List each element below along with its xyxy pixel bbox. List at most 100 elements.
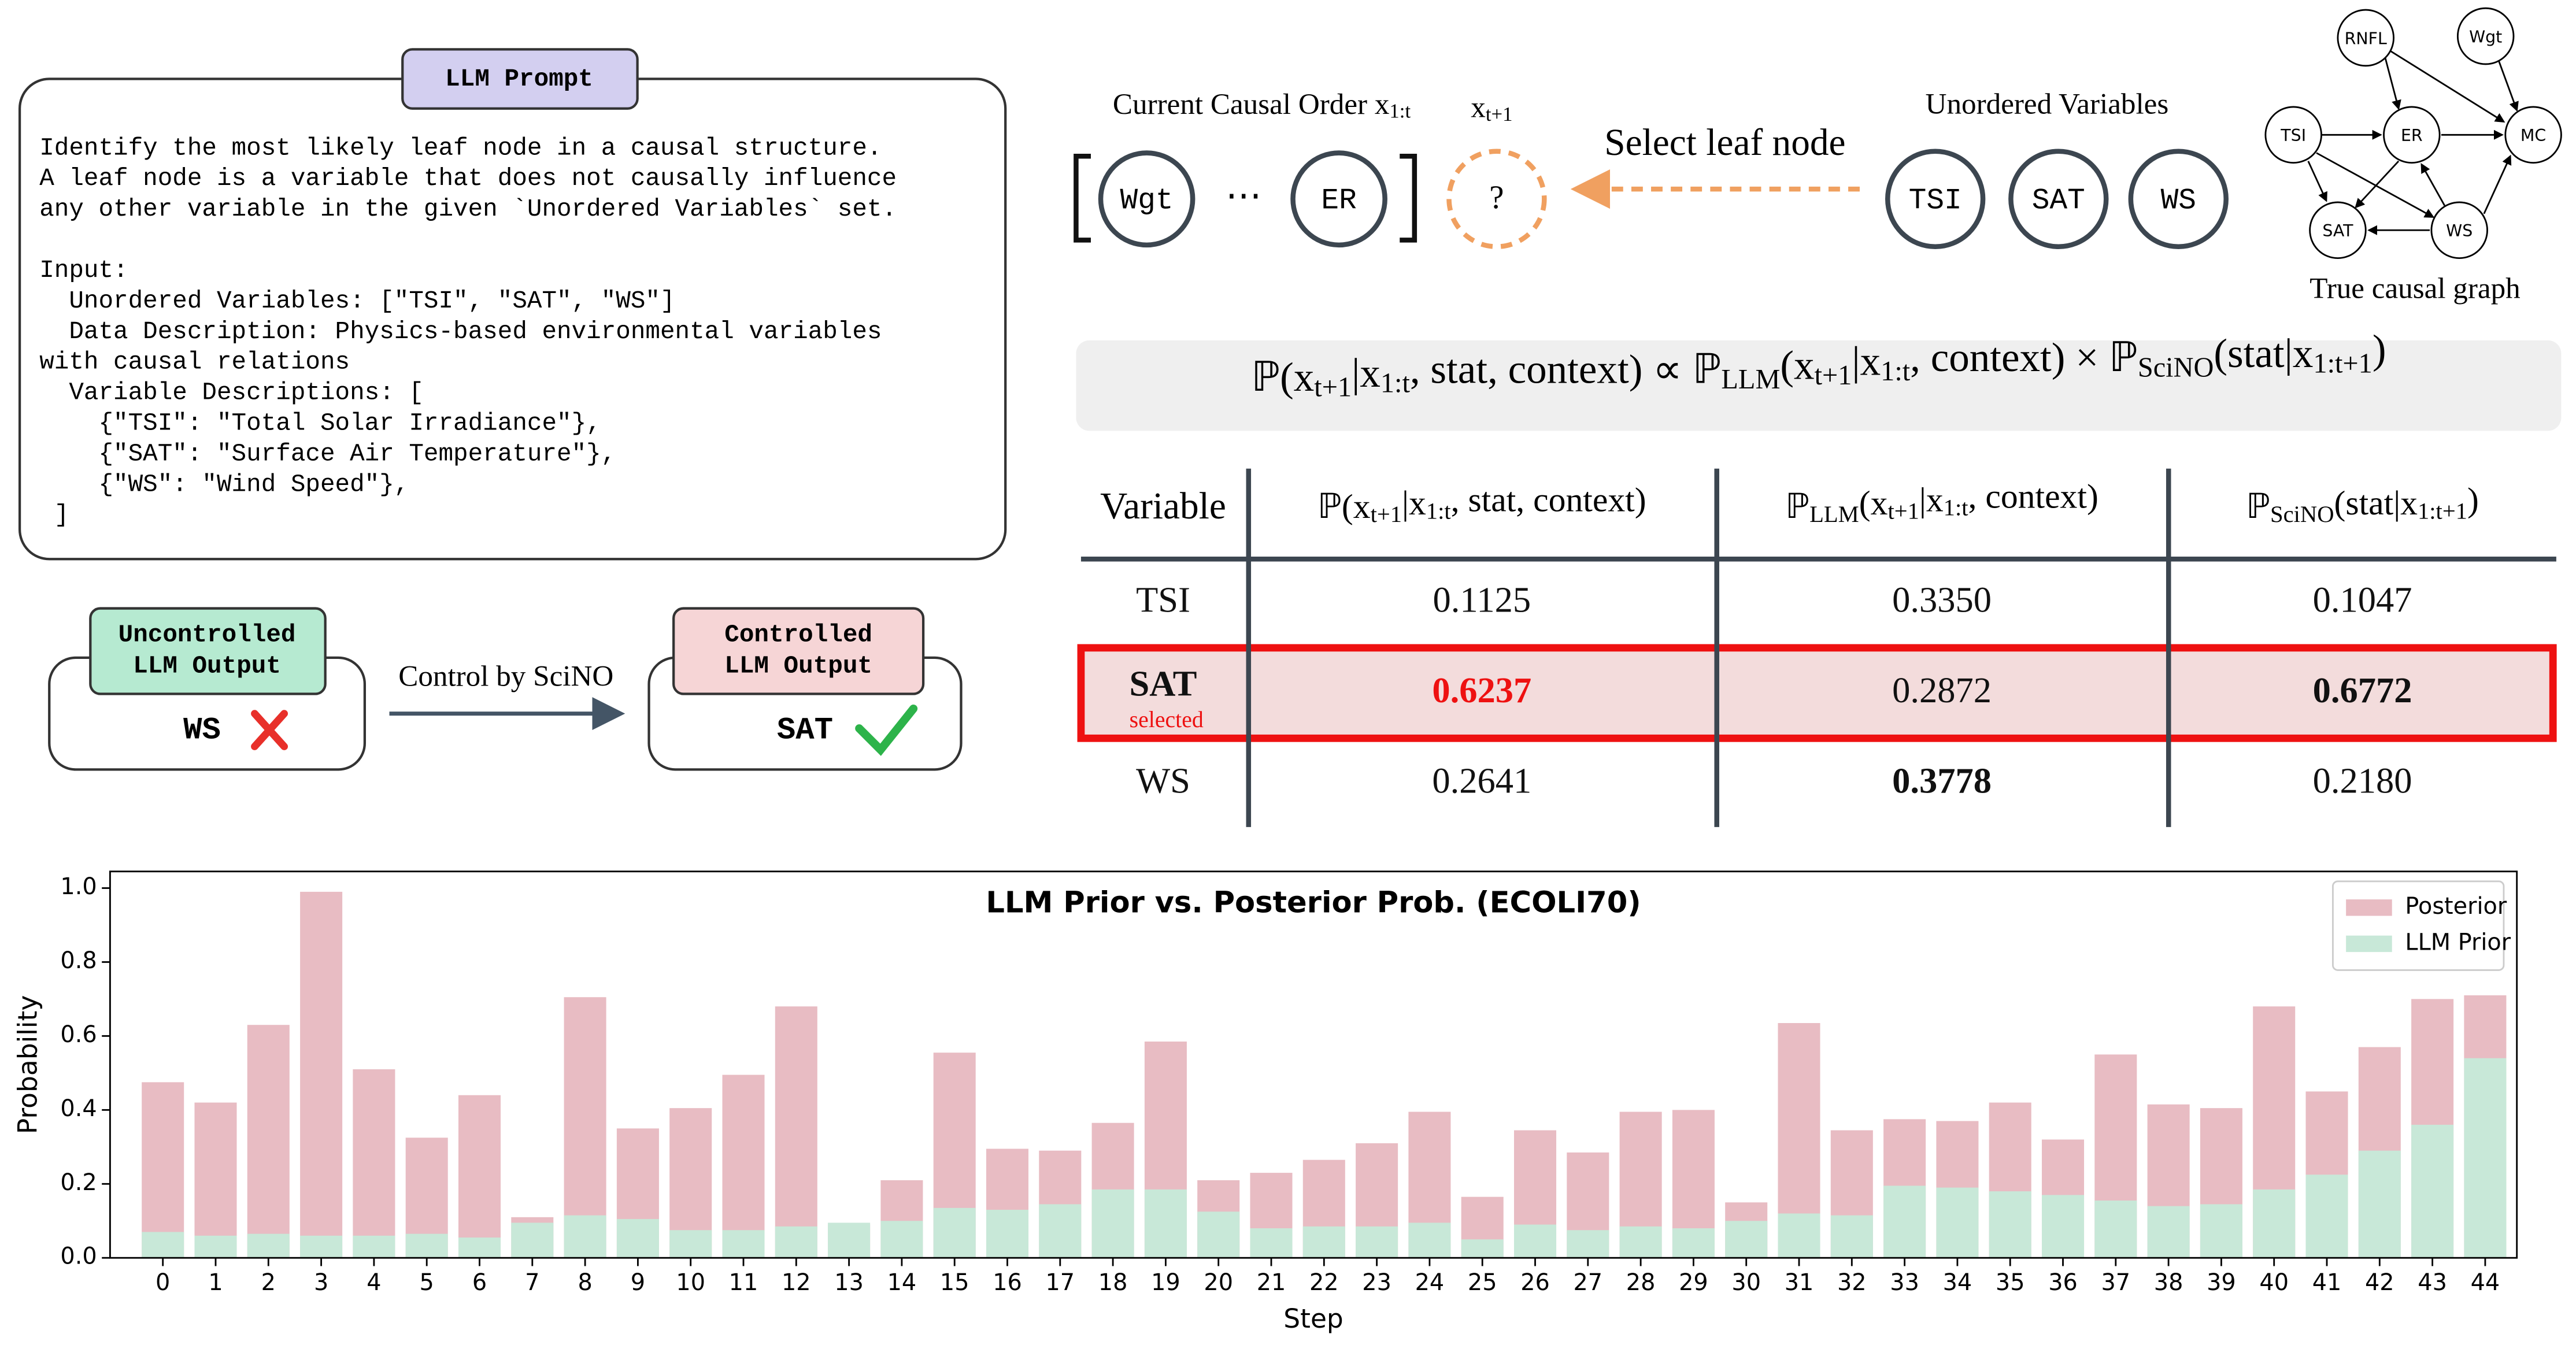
x-tick-label: 38 <box>2154 1269 2183 1296</box>
chart-title: LLM Prior vs. Posterior Prob. (ECOLI70) <box>986 886 1641 920</box>
prompt-line: {"SAT": "Surface Air Temperature"}, <box>39 440 616 468</box>
bar <box>1619 1226 1662 1258</box>
node-label: ER <box>1321 184 1356 218</box>
bar <box>1513 1224 1557 1258</box>
bar <box>1144 1189 1187 1258</box>
y-tick-label: 0.0 <box>60 1243 97 1270</box>
graph-node-label: Wgt <box>2469 27 2502 46</box>
bar <box>1461 1239 1504 1258</box>
prompt-label-box <box>401 48 639 110</box>
y-tick-label: 0.2 <box>60 1169 97 1196</box>
graph-node-label: MC <box>2521 126 2546 145</box>
bar <box>616 1219 659 1258</box>
prompt-line: A leaf node is a variable that does not … <box>39 165 897 192</box>
node-label: Wgt <box>1120 184 1174 218</box>
table-cell: SAT <box>1130 663 1197 703</box>
node <box>2008 149 2109 249</box>
bar <box>2464 1058 2507 1258</box>
x-tick-label: 14 <box>887 1269 917 1296</box>
node <box>1098 150 1196 248</box>
text-part: (x <box>1859 484 1888 522</box>
text-part: LLM <box>1809 501 1859 527</box>
node <box>1290 150 1387 248</box>
text-part: |x <box>1352 351 1380 396</box>
graph-node-label: ER <box>2401 126 2423 145</box>
text-part: ℙ <box>2246 487 2270 525</box>
y-axis-label: Probability <box>13 995 43 1135</box>
table-header: Variable <box>1100 486 1226 527</box>
bar <box>2358 1150 2401 1258</box>
bar <box>1883 1185 1926 1258</box>
text-part: 1:t+1 <box>2313 349 2372 379</box>
node-label: WS <box>2161 184 2196 218</box>
x-tick-label: 11 <box>729 1269 758 1296</box>
bar <box>511 1222 554 1258</box>
prompt-line: with causal relations <box>39 349 350 376</box>
bar <box>986 1210 1029 1258</box>
bar <box>2411 1124 2454 1258</box>
text-part: , stat, context) ∝ ℙ <box>1410 347 1722 392</box>
x-tick-label: 5 <box>420 1269 434 1296</box>
bar <box>2200 1204 2242 1258</box>
bar <box>1408 1222 1451 1258</box>
text-part: ℙ <box>1785 487 1809 525</box>
prompt-line: {"TSI": "Total Solar Irradiance"}, <box>39 409 601 437</box>
table-header: ℙ(xt+1|x1:t, stat, context) <box>1317 480 1646 527</box>
table-cell: 0.2641 <box>1432 760 1531 801</box>
bar <box>1356 1226 1398 1258</box>
bar <box>2041 1195 2085 1258</box>
output-label: Controlled <box>724 621 872 649</box>
bar <box>775 1226 817 1258</box>
bar <box>933 1207 976 1258</box>
bar <box>1197 1211 1240 1258</box>
bar <box>1302 1226 1345 1258</box>
bar <box>353 1069 395 1258</box>
text-part: t+1 <box>1887 498 1919 524</box>
table-cell: 0.1047 <box>2313 579 2412 620</box>
bar <box>564 997 606 1258</box>
x-tick-label: 40 <box>2259 1269 2289 1296</box>
x-tick-label: 0 <box>156 1269 170 1296</box>
text-part: Current Causal Order x <box>1113 88 1390 121</box>
x-tick-label: 43 <box>2418 1269 2447 1296</box>
prompt-line: Input: <box>39 257 128 284</box>
graph-node <box>2456 7 2515 65</box>
line <box>2390 50 2505 123</box>
y-tick-label: 1.0 <box>60 873 97 900</box>
bar <box>775 1006 817 1258</box>
formula-box <box>1076 340 2562 431</box>
bar-chart: 0.00.20.40.60.81.00 1 2 3 4 5 6 7 8 9 10 11 12 13 14 15… <box>13 870 2518 1334</box>
x-tick-label: 27 <box>1574 1269 1603 1296</box>
prompt-line: Unordered Variables: ["TSI", "SAT", "WS"… <box>39 287 675 315</box>
text-part: ) <box>2373 327 2386 372</box>
output-value: SAT <box>777 713 833 748</box>
x-tick-label: 2 <box>261 1269 276 1296</box>
x-tick-label: 22 <box>1309 1269 1339 1296</box>
text-part: 1:t <box>1426 498 1452 524</box>
x-tick-label: 39 <box>2207 1269 2236 1296</box>
graph-node <box>2430 201 2488 260</box>
text-part: t+1 <box>1486 103 1513 125</box>
next-label: xt+1 <box>1471 91 1512 125</box>
text-part: ℙ(x <box>1251 355 1314 400</box>
x-tick-label: 8 <box>578 1269 592 1296</box>
x-tick-label: 3 <box>314 1269 328 1296</box>
graph-node <box>2504 106 2562 164</box>
legend-swatch <box>2346 899 2392 916</box>
output-label-box <box>89 607 327 695</box>
x-tick-label: 26 <box>1520 1269 1550 1296</box>
table-header: ℙLLM(xt+1|x1:t, context) <box>1785 477 2098 527</box>
table-cell: 0.2872 <box>1892 670 1992 710</box>
x-tick-label: 28 <box>1626 1269 1656 1296</box>
x-tick-label: 19 <box>1151 1269 1180 1296</box>
text-part: ℙ(x <box>1317 487 1371 525</box>
graph-node-label: SAT <box>2322 221 2353 240</box>
order-title: Current Causal Order x1:t <box>1113 88 1411 123</box>
line <box>2498 60 2519 112</box>
bar <box>669 1230 712 1258</box>
y-tick-label: 0.6 <box>60 1021 97 1048</box>
bar <box>1725 1221 1768 1258</box>
x-tick-label: 42 <box>2365 1269 2394 1296</box>
bar <box>247 1025 290 1258</box>
bar <box>2094 1201 2137 1258</box>
